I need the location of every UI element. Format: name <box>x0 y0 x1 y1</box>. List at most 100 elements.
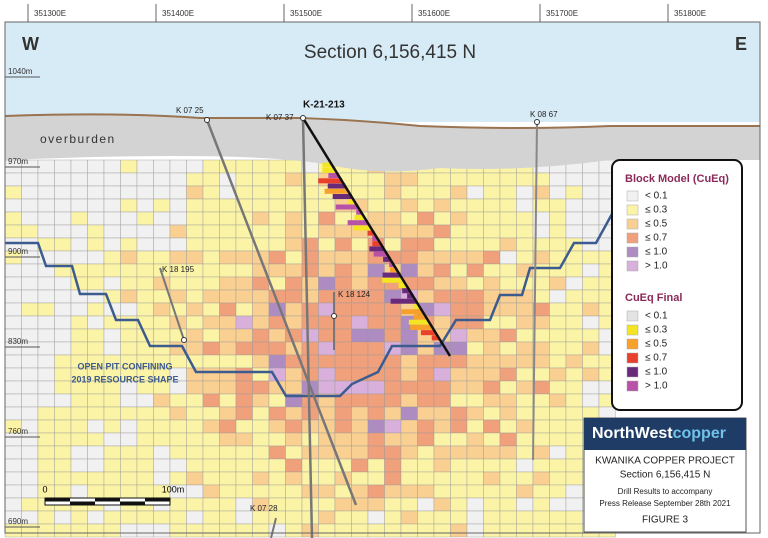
block-cell <box>87 198 105 213</box>
block-cell <box>499 510 517 525</box>
block-cell <box>417 471 435 486</box>
overburden-band <box>5 114 760 172</box>
block-cell <box>450 497 468 512</box>
block-cell <box>433 458 451 473</box>
block-cell <box>268 250 286 265</box>
block-cell <box>169 250 187 265</box>
collar <box>181 337 187 343</box>
block-cell <box>450 354 468 369</box>
block-cell <box>483 224 501 239</box>
block-cell <box>516 510 534 525</box>
block-cell <box>532 341 550 356</box>
block-cell <box>334 432 352 447</box>
block-cell <box>252 458 270 473</box>
block-cell <box>219 341 237 356</box>
block-cell <box>301 302 319 317</box>
block-cell <box>153 406 171 421</box>
block-cell <box>4 185 22 200</box>
block-cell <box>21 302 39 317</box>
block-cell <box>367 484 385 499</box>
block-cell <box>103 393 121 408</box>
block-cell <box>384 432 402 447</box>
block-cell <box>499 302 517 317</box>
block-cell <box>54 380 72 395</box>
block-cell <box>516 250 534 265</box>
block-cell <box>120 419 138 434</box>
block-cell <box>285 289 303 304</box>
block-cell <box>318 289 336 304</box>
block-cell <box>219 406 237 421</box>
elevation-axis: 1040m 970m 900m 830m 760m 690m <box>5 67 40 528</box>
block-cell <box>318 484 336 499</box>
block-cell <box>252 289 270 304</box>
block-cell <box>450 198 468 213</box>
topography <box>4 113 760 129</box>
block-cell <box>235 263 253 278</box>
block-cell <box>202 510 220 525</box>
block-cell <box>37 510 55 525</box>
block-cell <box>301 315 319 330</box>
block-cell <box>384 315 402 330</box>
drill-holes <box>159 117 538 538</box>
block-cell <box>301 289 319 304</box>
block-cell <box>37 315 55 330</box>
legend-label: ≤ 1.0 <box>645 247 668 258</box>
elevation-label: 830m <box>8 337 28 346</box>
block-cell <box>37 276 55 291</box>
block-cell <box>499 237 517 252</box>
top-strip <box>0 0 768 22</box>
block-cell <box>70 341 88 356</box>
legend-swatch <box>626 324 639 336</box>
block-cell <box>103 224 121 239</box>
block-cell <box>318 250 336 265</box>
block-cell <box>252 185 270 200</box>
block-cell <box>120 172 138 187</box>
block-cell <box>136 263 154 278</box>
block-cell <box>549 497 567 512</box>
block-cell <box>252 211 270 226</box>
legend-label: < 0.1 <box>645 311 668 322</box>
block-cell <box>103 159 121 174</box>
block-cell <box>549 419 567 434</box>
block-cell <box>120 393 138 408</box>
block-cell <box>186 315 204 330</box>
block-cell <box>87 302 105 317</box>
block-cell <box>120 445 138 460</box>
block-cell <box>37 393 55 408</box>
block-cell <box>285 471 303 486</box>
block-cell <box>70 250 88 265</box>
block-cell <box>136 393 154 408</box>
easting-label: 351500E <box>290 9 322 18</box>
easting-label: 351300E <box>34 9 66 18</box>
block-cell <box>87 289 105 304</box>
block-cell <box>235 328 253 343</box>
block-cell <box>103 172 121 187</box>
block-cell <box>582 185 600 200</box>
legend-swatch <box>626 190 639 202</box>
block-cell <box>433 406 451 421</box>
block-cell <box>235 406 253 421</box>
block-cell <box>219 302 237 317</box>
block-cell <box>549 445 567 460</box>
block-cell <box>499 211 517 226</box>
block-cell <box>516 211 534 226</box>
block-cell <box>219 484 237 499</box>
block-cell <box>202 159 220 174</box>
block-cell <box>384 445 402 460</box>
block-cell <box>483 276 501 291</box>
block-cell <box>235 237 253 252</box>
intercepts <box>318 162 440 341</box>
frame <box>4 21 761 534</box>
block-cell <box>318 328 336 343</box>
block-cell <box>582 315 600 330</box>
block-cell <box>532 510 550 525</box>
block-cell <box>483 523 501 538</box>
block-cell <box>120 211 138 226</box>
block-cell <box>103 432 121 447</box>
block-cell <box>186 393 204 408</box>
drill-trace <box>159 267 185 341</box>
block-cell <box>136 159 154 174</box>
block-cell <box>153 198 171 213</box>
block-cell <box>450 237 468 252</box>
block-cell <box>450 484 468 499</box>
